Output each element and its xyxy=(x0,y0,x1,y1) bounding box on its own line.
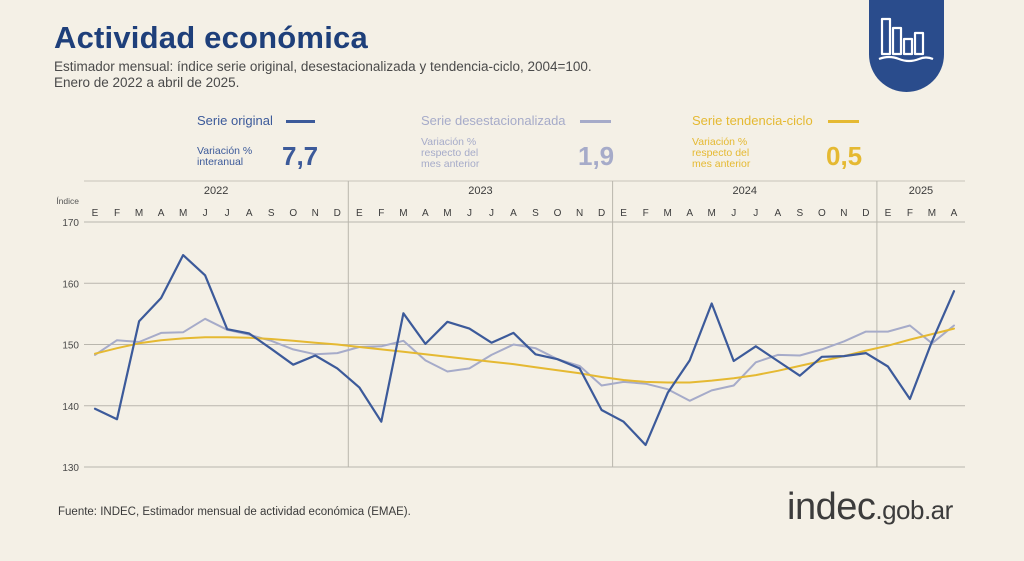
month-label: S xyxy=(796,208,803,219)
month-label: M xyxy=(443,208,451,219)
legend-tendencia-line xyxy=(828,120,859,123)
month-label: O xyxy=(289,208,297,219)
month-label: S xyxy=(268,208,275,219)
month-label: J xyxy=(489,208,494,219)
month-label: E xyxy=(885,208,892,219)
month-label: O xyxy=(554,208,562,219)
series-line-original xyxy=(93,254,956,447)
month-label: F xyxy=(907,208,913,219)
month-label: A xyxy=(510,208,517,219)
year-label: 2024 xyxy=(733,185,757,197)
month-label: J xyxy=(731,208,736,219)
month-label: D xyxy=(862,208,869,219)
series-line-tendencia-ciclo xyxy=(94,327,955,384)
y-axis-label: Índice xyxy=(56,196,79,206)
month-label: M xyxy=(399,208,407,219)
legend-desest-label: Serie desestacionalizada xyxy=(421,113,566,128)
month-label: N xyxy=(576,208,583,219)
month-label: O xyxy=(818,208,826,219)
y-tick-label: 160 xyxy=(62,279,79,290)
y-tick-label: 130 xyxy=(62,463,79,474)
year-label: 2022 xyxy=(204,185,228,197)
original-stat-value: 7,7 xyxy=(282,141,319,171)
month-label: E xyxy=(92,208,99,219)
month-label: F xyxy=(378,208,384,219)
month-label: A xyxy=(158,208,165,219)
month-label: J xyxy=(753,208,758,219)
tendencia-stat-value: 0,5 xyxy=(826,141,863,171)
y-tick-label: 140 xyxy=(62,402,79,413)
legend-original-line xyxy=(286,120,315,123)
page-subtitle: Estimador mensual: índice serie original… xyxy=(54,59,592,91)
source-note: Fuente: INDEC, Estimador mensual de acti… xyxy=(58,506,411,518)
month-label: A xyxy=(246,208,253,219)
month-label: A xyxy=(422,208,429,219)
month-label: N xyxy=(840,208,847,219)
bar-chart-icon xyxy=(878,17,934,63)
month-label: S xyxy=(532,208,539,219)
month-label: M xyxy=(179,208,187,219)
month-label: A xyxy=(951,208,958,219)
month-label: E xyxy=(620,208,627,219)
month-label: D xyxy=(334,208,341,219)
page-title: Actividad económica xyxy=(54,20,368,55)
month-label: N xyxy=(312,208,319,219)
month-label: F xyxy=(114,208,120,219)
month-label: M xyxy=(708,208,716,219)
month-label: J xyxy=(225,208,230,219)
y-tick-label: 150 xyxy=(62,341,79,352)
year-label: 2023 xyxy=(468,185,492,197)
tendencia-stat-label: Variación % respecto del mes anterior xyxy=(692,136,751,170)
legend-original-label: Serie original xyxy=(197,113,273,128)
month-label: A xyxy=(686,208,693,219)
month-label: M xyxy=(928,208,936,219)
desest-stat-value: 1,9 xyxy=(578,141,615,171)
month-label: M xyxy=(135,208,143,219)
desest-stat-label: Variación % respecto del mes anterior xyxy=(421,136,480,170)
month-label: J xyxy=(467,208,472,219)
badge xyxy=(869,0,944,92)
y-tick-label: 170 xyxy=(62,218,79,229)
original-stat-label: Variación % interanual xyxy=(197,145,253,168)
brand-logo: indec.gob.ar xyxy=(787,486,953,528)
subtitle-line-2: Enero de 2022 a abril de 2025. xyxy=(54,75,240,90)
month-label: A xyxy=(774,208,781,219)
year-label: 2025 xyxy=(909,185,933,197)
month-label: D xyxy=(598,208,605,219)
legend-tendencia-label: Serie tendencia-ciclo xyxy=(692,113,813,128)
month-label: M xyxy=(663,208,671,219)
subtitle-line-1: Estimador mensual: índice serie original… xyxy=(54,59,592,74)
month-label: E xyxy=(356,208,363,219)
month-label: J xyxy=(203,208,208,219)
month-label: F xyxy=(643,208,649,219)
legend-desest-line xyxy=(580,120,611,123)
